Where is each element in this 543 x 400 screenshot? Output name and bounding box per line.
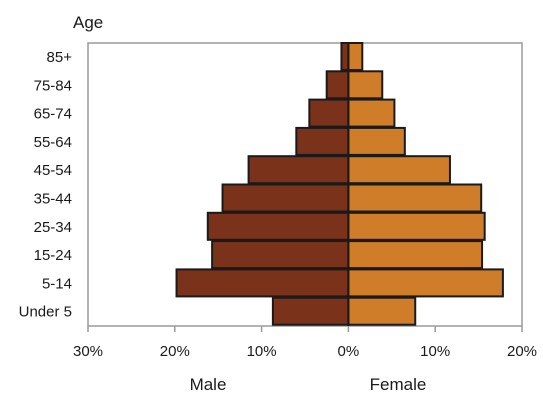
category-label-3: 55-64 (34, 134, 72, 151)
category-label-8: 5-14 (42, 275, 72, 292)
bar-female-1 (347, 70, 384, 100)
category-label-4: 45-54 (34, 162, 72, 179)
bar-female-0 (347, 42, 364, 71)
legend-male: Male (190, 375, 227, 394)
legend-female: Female (370, 375, 427, 394)
bar-female-6 (347, 211, 486, 241)
bar-female-8 (347, 268, 504, 298)
bar-male-9 (271, 296, 350, 326)
category-label-7: 15-24 (34, 247, 72, 264)
category-label-0: 85+ (47, 49, 73, 66)
x-tick-label-2: 10% (247, 343, 277, 360)
bar-male-5 (221, 183, 350, 213)
bar-male-7 (211, 240, 350, 270)
bar-male-3 (295, 126, 350, 156)
x-tick-label-4: 10% (420, 343, 450, 360)
bars-group (175, 42, 504, 326)
bar-male-1 (325, 70, 350, 100)
bar-male-2 (308, 98, 350, 128)
category-labels: 85+ 75-84 65-74 55-64 45-54 35-44 25-34 15-24 5-… (19, 49, 73, 321)
bar-female-4 (347, 155, 451, 185)
bar-male-6 (206, 211, 350, 241)
bar-male-8 (175, 268, 350, 298)
category-label-1: 75-84 (34, 77, 72, 94)
category-label-2: 65-74 (34, 106, 72, 123)
bar-female-2 (347, 98, 396, 128)
x-tick-labels: 30% 20% 10% 0% 10% 20% (73, 326, 537, 360)
bar-male-4 (247, 155, 350, 185)
category-label-9: Under 5 (19, 304, 72, 321)
category-label-6: 25-34 (34, 219, 72, 236)
bar-female-9 (347, 296, 417, 326)
bar-female-7 (347, 240, 484, 270)
y-axis-title: Age (73, 13, 103, 32)
plot-frame (87, 42, 523, 327)
bar-female-3 (347, 126, 406, 156)
x-tick-label-0: 30% (73, 343, 103, 360)
bar-female-5 (347, 183, 483, 213)
bar-male-0 (340, 42, 350, 71)
x-tick-label-3: 0% (338, 343, 360, 360)
x-tick-label-5: 20% (507, 343, 537, 360)
x-tick-label-1: 20% (160, 343, 190, 360)
category-label-5: 35-44 (34, 191, 72, 208)
